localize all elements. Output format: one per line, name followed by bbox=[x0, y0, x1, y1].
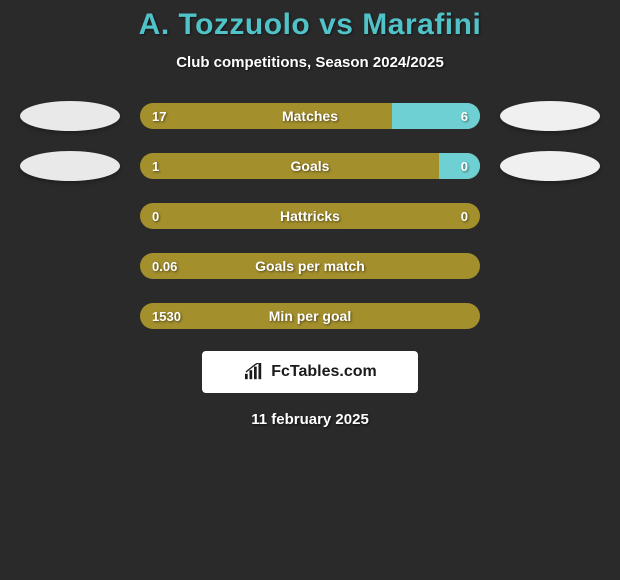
stat-rows: 176Matches10Goals00Hattricks0.06Goals pe… bbox=[0, 101, 620, 331]
stat-row: 0.06Goals per match bbox=[0, 251, 620, 281]
stat-value-right: 0 bbox=[461, 203, 468, 229]
stat-value-left: 0.06 bbox=[152, 253, 177, 279]
stat-label: Hattricks bbox=[140, 203, 480, 229]
page-title: A. Tozzuolo vs Marafini bbox=[0, 8, 620, 42]
stat-row: 0 0Hattricks bbox=[0, 201, 620, 231]
stat-bar: 1530Min per goal bbox=[140, 303, 480, 329]
stat-bar: 0.06Goals per match bbox=[140, 253, 480, 279]
stat-value-right: 6 bbox=[461, 103, 468, 129]
stat-value-left: 1 bbox=[152, 153, 159, 179]
stat-row: 176Matches bbox=[0, 101, 620, 131]
stat-value-right: 0 bbox=[461, 153, 468, 179]
stat-label: Goals per match bbox=[140, 253, 480, 279]
stat-label: Goals bbox=[140, 153, 480, 179]
player-right-bubble bbox=[500, 101, 600, 131]
player-left-bubble bbox=[20, 101, 120, 131]
subtitle: Club competitions, Season 2024/2025 bbox=[0, 54, 620, 71]
stat-bar: 176Matches bbox=[140, 103, 480, 129]
stat-row: 1 0Goals bbox=[0, 151, 620, 181]
stat-label: Min per goal bbox=[140, 303, 480, 329]
stat-value-left: 17 bbox=[152, 103, 166, 129]
brand-text: FcTables.com bbox=[271, 363, 377, 381]
stat-bar: 0 0Hattricks bbox=[140, 203, 480, 229]
branding-badge[interactable]: FcTables.com bbox=[202, 351, 418, 393]
comparison-widget: A. Tozzuolo vs Marafini Club competition… bbox=[0, 0, 620, 428]
stat-row: 1530Min per goal bbox=[0, 301, 620, 331]
player-left-bubble bbox=[20, 151, 120, 181]
stat-bar-right-fill bbox=[439, 153, 480, 179]
stat-bar: 1 0Goals bbox=[140, 153, 480, 179]
date-text: 11 february 2025 bbox=[0, 411, 620, 428]
player-right-bubble bbox=[500, 151, 600, 181]
stat-value-left: 1530 bbox=[152, 303, 181, 329]
chart-icon bbox=[243, 363, 265, 381]
stat-value-left: 0 bbox=[152, 203, 159, 229]
